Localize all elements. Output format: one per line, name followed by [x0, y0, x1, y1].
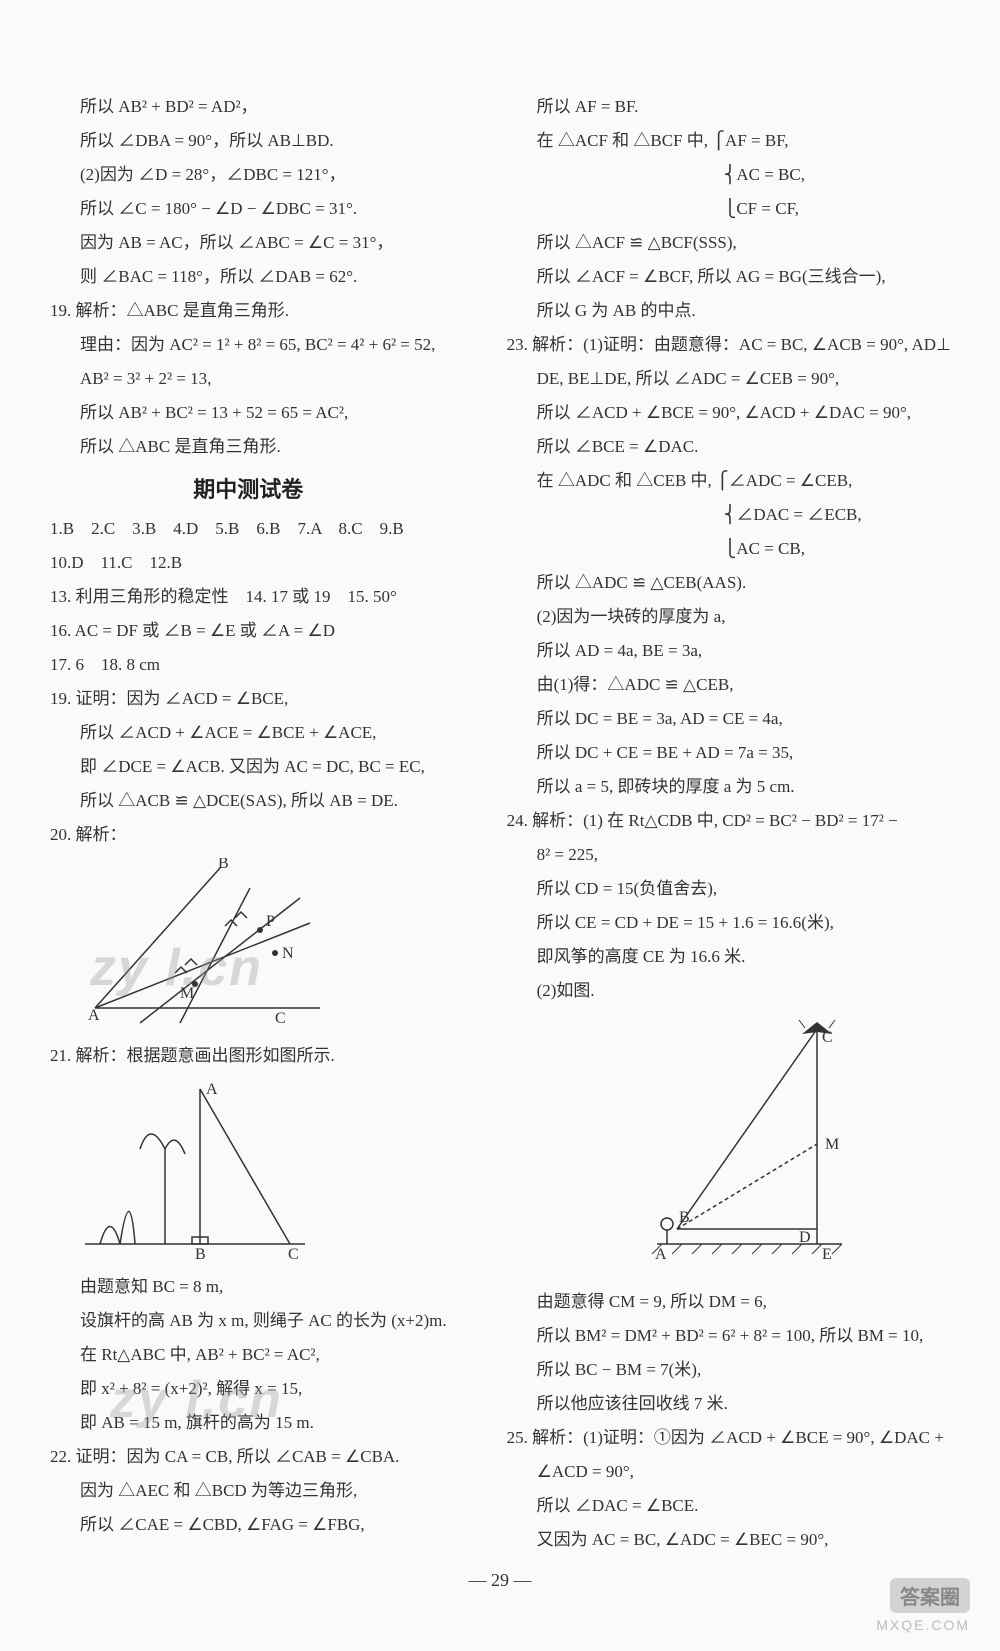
text-line: 在 △ADC 和 △CEB 中, ⎧∠ADC = ∠CEB, [507, 464, 951, 498]
text-line: 所以 AB² + BC² = 13 + 52 = 65 = AC², [50, 396, 447, 430]
svg-text:M: M [825, 1136, 839, 1153]
flagpole-diagram-icon: A B C [80, 1079, 310, 1259]
svg-text:M: M [180, 985, 194, 1002]
text-line: 即 AB = 15 m, 旗杆的高为 15 m. [50, 1406, 447, 1440]
text-line: ⎩AC = CB, [507, 532, 951, 566]
svg-text:B: B [218, 858, 229, 872]
text-line: 8² = 225, [507, 838, 951, 872]
text-line: 所以 AB² + BD² = AD²， [50, 90, 447, 124]
svg-text:B: B [195, 1246, 206, 1259]
text-line: 所以他应该往回收线 7 米. [507, 1387, 951, 1421]
text-line: 所以 AF = BF. [507, 90, 951, 124]
fill-line: 17. 6 18. 8 cm [50, 648, 447, 682]
text-line: 所以 ∠ACF = ∠BCF, 所以 AG = BG(三线合一), [507, 260, 951, 294]
text-line: 由题意得 CM = 9, 所以 DM = 6, [507, 1285, 951, 1319]
text-line: 所以 ∠BCE = ∠DAC. [507, 430, 951, 464]
text-line: 所以 △ACF ≌ △BCF(SSS), [507, 226, 951, 260]
text-line: 理由：因为 AC² = 1² + 8² = 65, BC² = 4² + 6² … [50, 328, 447, 362]
text-line: 所以 ∠DBA = 90°，所以 AB⊥BD. [50, 124, 447, 158]
text-line: 则 ∠BAC = 118°，所以 ∠DAB = 62°. [50, 260, 447, 294]
mc-answers-1: 1.B 2.C 3.B 4.D 5.B 6.B 7.A 8.C 9.B [50, 512, 447, 546]
q25-heading: 25. 解析：(1)证明：①因为 ∠ACD + ∠BCE = 90°, ∠DAC… [507, 1421, 951, 1455]
q21-heading: 21. 解析：根据题意画出图形如图所示. [50, 1039, 447, 1073]
two-column-layout: 所以 AB² + BD² = AD²， 所以 ∠DBA = 90°，所以 AB⊥… [50, 90, 950, 1540]
page-number: — 29 — [0, 1570, 1000, 1591]
text-line: 所以 ∠ACD + ∠BCE = 90°, ∠ACD + ∠DAC = 90°, [507, 396, 951, 430]
text-line: 所以 ∠CAE = ∠CBD, ∠FAG = ∠FBG, [50, 1508, 447, 1542]
text-line: 又因为 AC = BC, ∠ADC = ∠BEC = 90°, [507, 1523, 951, 1557]
text-line: 所以 DC + CE = BE + AD = 7a = 35, [507, 736, 951, 770]
watermark-corner: 答案圈 MXQE.COM [876, 1578, 970, 1633]
svg-text:C: C [275, 1010, 286, 1027]
page: 所以 AB² + BD² = AD²， 所以 ∠DBA = 90°，所以 AB⊥… [0, 0, 1000, 1651]
figure-q24: C M B D A E [627, 1014, 951, 1279]
section-title: 期中测试卷 [50, 472, 447, 504]
text-line: (2)因为 ∠D = 28°，∠DBC = 121°， [50, 158, 447, 192]
text-line: 即风筝的高度 CE 为 16.6 米. [507, 940, 951, 974]
text-line: 即 x² + 8² = (x+2)², 解得 x = 15, [50, 1372, 447, 1406]
text-line: 所以 BM² = DM² + BD² = 6² + 8² = 100, 所以 B… [507, 1319, 951, 1353]
text-line: 由(1)得：△ADC ≌ △CEB, [507, 668, 951, 702]
svg-text:C: C [822, 1029, 833, 1046]
text-line: DE, BE⊥DE, 所以 ∠ADC = ∠CEB = 90°, [507, 362, 951, 396]
text-line: 由题意知 BC = 8 m, [50, 1270, 447, 1304]
text-line: 设旗杆的高 AB 为 x m, 则绳子 AC 的长为 (x+2)m. [50, 1304, 447, 1338]
text-line: 所以 ∠ACD + ∠ACE = ∠BCE + ∠ACE, [50, 716, 447, 750]
geometry-diagram-icon: A B C M N P [80, 858, 330, 1028]
text-line: ⎨∠DAC = ∠ECB, [507, 498, 951, 532]
text-line: 在 △ACF 和 △BCF 中, ⎧AF = BF, [507, 124, 951, 158]
q19a-heading: 19. 解析：△ABC 是直角三角形. [50, 294, 447, 328]
watermark-url: MXQE.COM [876, 1617, 970, 1633]
right-column: 所以 AF = BF. 在 △ACF 和 △BCF 中, ⎧AF = BF, ⎨… [507, 90, 951, 1540]
svg-text:P: P [266, 913, 275, 930]
text-line: 在 Rt△ABC 中, AB² + BC² = AC², [50, 1338, 447, 1372]
svg-text:A: A [655, 1246, 667, 1263]
text-line: 即 ∠DCE = ∠ACB. 又因为 AC = DC, BC = EC, [50, 750, 447, 784]
svg-text:E: E [822, 1246, 832, 1263]
text-line: AB² = 3² + 2² = 13, [50, 362, 447, 396]
fill-line: 16. AC = DF 或 ∠B = ∠E 或 ∠A = ∠D [50, 614, 447, 648]
watermark-badge: 答案圈 [890, 1578, 970, 1613]
text-line: ∠ACD = 90°, [507, 1455, 951, 1489]
text-line: 所以 △ABC 是直角三角形. [50, 430, 447, 464]
fill-line: 13. 利用三角形的稳定性 14. 17 或 19 15. 50° [50, 580, 447, 614]
text-line: 所以 AD = 4a, BE = 3a, [507, 634, 951, 668]
svg-text:N: N [282, 945, 294, 962]
q20-heading: 20. 解析： [50, 818, 447, 852]
text-line: ⎨AC = BC, [507, 158, 951, 192]
figure-q20: A B C M N P [80, 858, 447, 1033]
text-line: 所以 BC − BM = 7(米), [507, 1353, 951, 1387]
text-line: 所以 a = 5, 即砖块的厚度 a 为 5 cm. [507, 770, 951, 804]
svg-text:B: B [679, 1209, 690, 1226]
text-line: 所以 DC = BE = 3a, AD = CE = 4a, [507, 702, 951, 736]
q22-heading: 22. 证明：因为 CA = CB, 所以 ∠CAB = ∠CBA. [50, 1440, 447, 1474]
text-line: 因为 △AEC 和 △BCD 为等边三角形, [50, 1474, 447, 1508]
text-line: 所以 CE = CD + DE = 15 + 1.6 = 16.6(米), [507, 906, 951, 940]
text-line: 所以 ∠C = 180° − ∠D − ∠DBC = 31°. [50, 192, 447, 226]
text-line: 所以 △ACB ≌ △DCE(SAS), 所以 AB = DE. [50, 784, 447, 818]
svg-text:C: C [288, 1246, 299, 1259]
text-line: 所以 CD = 15(负值舍去), [507, 872, 951, 906]
mc-answers-2: 10.D 11.C 12.B [50, 546, 447, 580]
q23-heading: 23. 解析：(1)证明：由题意得：AC = BC, ∠ACB = 90°, A… [507, 328, 951, 362]
text-line: 所以 △ADC ≌ △CEB(AAS). [507, 566, 951, 600]
q19b-heading: 19. 证明：因为 ∠ACD = ∠BCE, [50, 682, 447, 716]
text-line: (2)因为一块砖的厚度为 a, [507, 600, 951, 634]
q24-heading: 24. 解析：(1) 在 Rt△CDB 中, CD² = BC² − BD² =… [507, 804, 951, 838]
kite-diagram-icon: C M B D A E [627, 1014, 857, 1274]
text-line: (2)如图. [507, 974, 951, 1008]
svg-text:A: A [88, 1007, 100, 1024]
text-line: ⎩CF = CF, [507, 192, 951, 226]
text-line: 所以 ∠DAC = ∠BCE. [507, 1489, 951, 1523]
svg-text:D: D [799, 1229, 811, 1246]
svg-text:A: A [206, 1081, 218, 1098]
text-line: 因为 AB = AC，所以 ∠ABC = ∠C = 31°， [50, 226, 447, 260]
figure-q21: A B C [80, 1079, 447, 1264]
text-line: 所以 G 为 AB 的中点. [507, 294, 951, 328]
left-column: 所以 AB² + BD² = AD²， 所以 ∠DBA = 90°，所以 AB⊥… [50, 90, 447, 1540]
